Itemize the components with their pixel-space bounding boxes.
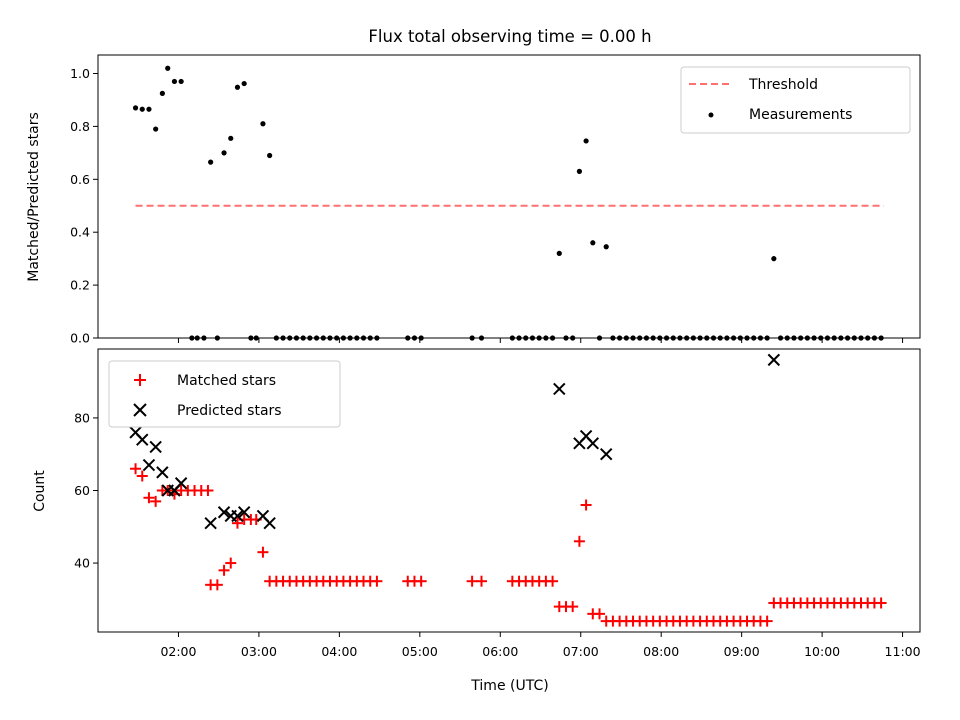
measurement-point	[132, 105, 139, 111]
matched-star-point	[567, 601, 579, 613]
predicted-star-point	[204, 516, 217, 530]
matched-star-point	[466, 575, 478, 587]
predicted-star-point	[149, 440, 162, 454]
bottom-y-tick-label: 80	[74, 410, 90, 425]
measurement-point	[234, 84, 241, 90]
x-tick-label: 06:00	[482, 644, 518, 659]
top-y-axis-label: Matched/Predicted stars	[26, 112, 42, 282]
matched-star-point	[476, 575, 488, 587]
measurement-point	[260, 121, 266, 127]
matched-star-point	[150, 495, 162, 507]
top-legend: Threshold Measurements	[680, 66, 911, 134]
legend-predicted-swatch	[133, 403, 147, 417]
top-panel: 0.0 0.2 0.4 0.6 0.8 1.0 Matched/Predicted sta…	[26, 54, 921, 346]
bottom-y-tick-label: 60	[74, 483, 90, 498]
predicted-star-point	[586, 437, 600, 450]
measurement-point	[590, 240, 596, 246]
measurement-point	[165, 65, 171, 71]
predicted-star-point	[231, 509, 244, 523]
measurement-point	[556, 250, 562, 256]
matched-star-point	[136, 470, 148, 482]
measurement-point	[583, 138, 589, 144]
legend-measurements-swatch	[708, 112, 714, 118]
measurement-point	[171, 78, 178, 85]
x-tick-label: 04:00	[321, 644, 357, 659]
top-y-tick-label: 0.4	[70, 225, 90, 240]
x-tick-label: 08:00	[643, 644, 679, 659]
measurement-point	[771, 256, 777, 262]
x-tick-label: 05:00	[402, 644, 438, 659]
bottom-legend: Matched stars Predicted stars	[108, 360, 341, 428]
matched-star-point	[573, 535, 585, 547]
measurement-point	[159, 90, 165, 96]
matched-star-point	[594, 608, 606, 620]
matched-star-point	[130, 463, 142, 475]
measurement-point	[146, 106, 152, 112]
measurement-point	[267, 152, 273, 159]
matched-star-point	[231, 517, 243, 529]
measurement-point	[228, 135, 234, 141]
bottom-panel: 40 60 80 02:00 03:00 04:00 05:00 06:00 07:00 08:…	[32, 348, 921, 694]
x-tick-label: 09:00	[724, 644, 760, 659]
top-y-tick-label: 1.0	[70, 66, 90, 81]
bottom-y-tick-label: 40	[74, 556, 90, 571]
measurement-point	[241, 80, 247, 87]
predicted-star-point	[767, 353, 781, 367]
x-tick-label: 11:00	[885, 644, 921, 659]
top-y-tick-label: 0.6	[70, 172, 90, 187]
matched-star-point	[580, 499, 592, 511]
matched-star-point	[547, 575, 559, 587]
measurement-point	[178, 78, 184, 85]
matched-star-point	[143, 492, 155, 504]
predicted-star-point	[217, 506, 231, 519]
x-tick-label: 10:00	[804, 644, 840, 659]
top-y-tick-label: 0.8	[70, 119, 90, 134]
predicted-star-point	[553, 382, 566, 396]
predicted-star-point	[174, 477, 188, 490]
top-y-tick-label: 0.0	[70, 331, 90, 346]
measurement-point	[153, 126, 159, 132]
x-axis-label: Time (UTC)	[470, 678, 548, 694]
x-tick-label: 07:00	[563, 644, 599, 659]
legend-matched-label: Matched stars	[177, 373, 276, 389]
matched-star-point	[202, 485, 214, 496]
measurement-point	[576, 168, 582, 174]
measurement-point	[139, 106, 145, 112]
chart-title: Flux total observing time = 0.00 h	[368, 27, 651, 46]
x-tick-label: 03:00	[241, 644, 277, 659]
matched-star-point	[225, 557, 237, 569]
legend-predicted-label: Predicted stars	[177, 403, 282, 419]
measurement-point	[208, 159, 214, 165]
top-legend-box	[680, 66, 911, 134]
top-y-tick-label: 0.2	[70, 278, 90, 293]
legend-measurements-label: Measurements	[749, 107, 852, 123]
matched-star-point	[761, 615, 773, 627]
predicted-star-point	[136, 433, 149, 446]
legend-matched-swatch	[134, 374, 146, 386]
matched-star-point	[371, 575, 383, 587]
bottom-legend-box	[108, 360, 341, 428]
matched-star-point	[415, 575, 427, 587]
predicted-star-point	[142, 458, 156, 472]
legend-threshold-label: Threshold	[748, 77, 818, 93]
measurement-point	[221, 150, 227, 156]
matched-star-point	[875, 597, 887, 609]
predicted-star-point	[156, 466, 169, 479]
bottom-y-axis-label: Count	[32, 470, 48, 512]
predicted-star-point	[263, 516, 276, 530]
measurement-point	[603, 244, 609, 250]
matched-star-point	[257, 546, 269, 558]
predicted-star-point	[237, 506, 251, 519]
top-axes-frame	[97, 54, 921, 339]
matched-star-point	[211, 579, 223, 591]
predicted-star-point	[600, 448, 613, 461]
matched-star-point	[218, 564, 230, 576]
x-tick-label: 02:00	[160, 644, 196, 659]
